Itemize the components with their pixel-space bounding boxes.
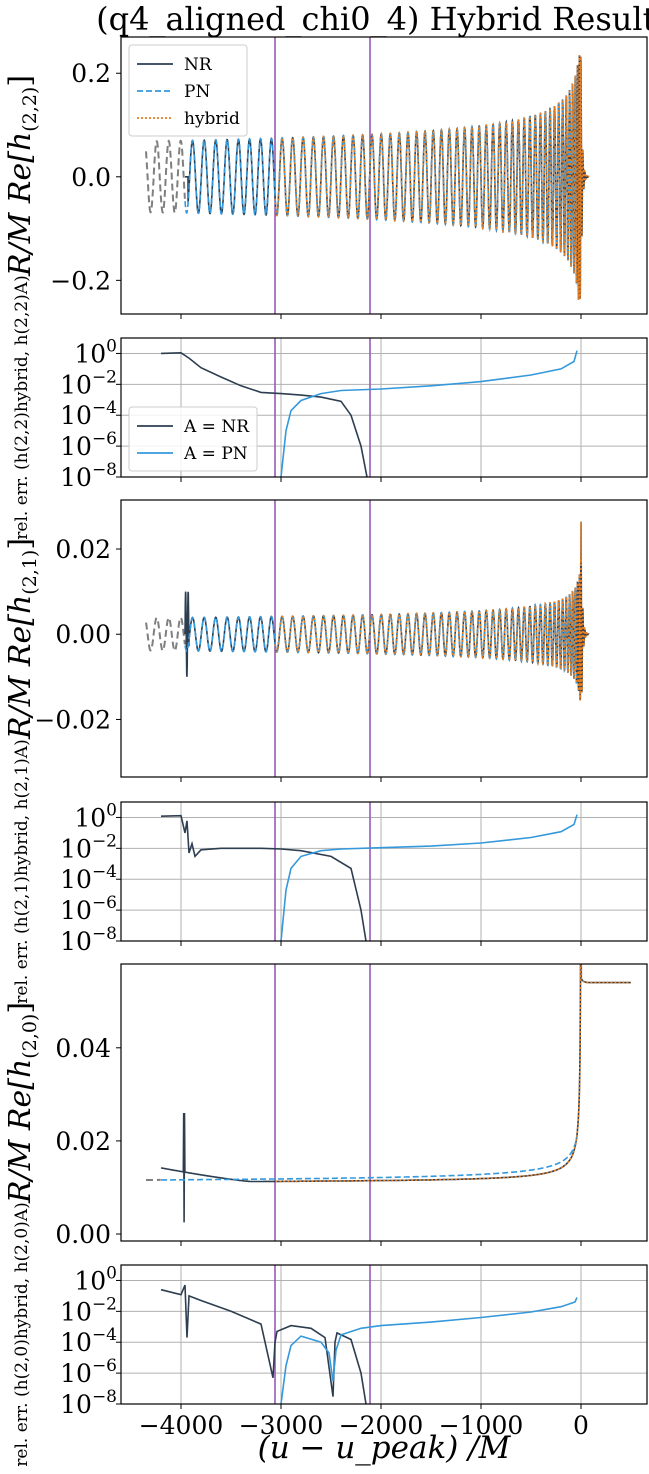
y-axis-label: R/M Re[h(2,0)] xyxy=(3,1002,41,1204)
x-tick-label: −1000 xyxy=(439,1411,524,1440)
y-tick-label: 10−2 xyxy=(60,1294,117,1326)
x-tick-label: −2000 xyxy=(339,1411,424,1440)
y-tick-label: 10−2 xyxy=(60,831,117,863)
y-tick-label: 0.2 xyxy=(71,59,111,88)
panels: −0.20.00.2R/M Re[h(2,2)]NRPNhybrid10010−… xyxy=(3,36,648,1467)
y-tick-label: 0.0 xyxy=(71,163,111,192)
x-tick-label: −3000 xyxy=(239,1411,324,1440)
y-tick-label: 10−6 xyxy=(60,893,117,925)
x-axis-label: (u − u_peak) /M xyxy=(258,1430,512,1466)
y-tick-label: 10−8 xyxy=(60,924,117,956)
series-a-nr xyxy=(160,351,368,477)
y-tick-label: −0.2 xyxy=(50,266,111,295)
series-pn xyxy=(161,1136,578,1181)
legend-label: NR xyxy=(184,55,213,75)
y-tick-label: 100 xyxy=(74,800,117,832)
y-tick-label: 100 xyxy=(74,1263,117,1295)
y-axis-label: R/M Re[h(2,2)] xyxy=(3,75,41,277)
series-pn xyxy=(184,75,578,285)
x-tick-label: −4000 xyxy=(139,1411,224,1440)
series-hybrid xyxy=(274,521,590,701)
legend-label: hybrid xyxy=(184,109,240,129)
y-tick-label: 0.00 xyxy=(55,1220,111,1249)
legend-box xyxy=(128,406,258,472)
panel-data xyxy=(146,964,631,1223)
y-tick-label: 10−4 xyxy=(60,862,117,894)
legend-label: A = NR xyxy=(183,417,250,437)
panel-data xyxy=(160,1284,578,1404)
series-pn-prehybrid xyxy=(145,139,186,214)
y-tick-label: 10−6 xyxy=(60,1356,117,1388)
axes-frame xyxy=(120,963,648,1242)
y-tick-label: 10−2 xyxy=(60,367,117,399)
series-a-pn xyxy=(280,814,578,941)
y-tick-label: 0.04 xyxy=(55,1034,111,1063)
axes-frame xyxy=(120,36,648,315)
y-tick-label: 100 xyxy=(74,336,117,368)
y-axis-label: rel. err. (h(2,1)hybrid, h(2,1)A) xyxy=(12,739,32,1003)
legend-label: A = PN xyxy=(183,444,248,464)
y-tick-label: 10−8 xyxy=(60,1387,117,1419)
y-tick-label: 0.00 xyxy=(55,620,111,649)
legend-box xyxy=(128,44,248,137)
axes-frame xyxy=(120,1264,648,1405)
axes-frame xyxy=(120,499,648,778)
y-tick-label: 0.02 xyxy=(55,535,111,564)
legend: A = NR A = PN xyxy=(128,406,258,472)
panel-data xyxy=(160,814,578,941)
series-a-pn xyxy=(280,1297,578,1404)
panel-h21: −0.02 0.00 0.02 R/M Re[h(2,1)] xyxy=(3,499,648,782)
y-tick-label: 10−4 xyxy=(60,398,117,430)
y-tick-label: 10−6 xyxy=(60,429,117,461)
y-tick-label: 10−8 xyxy=(60,460,117,492)
y-tick-label: 10−4 xyxy=(60,1325,117,1357)
axes-frame xyxy=(120,337,648,478)
x-tick-label: 0 xyxy=(573,1411,589,1440)
panel-data xyxy=(145,521,590,701)
panel-data xyxy=(145,55,590,300)
series-a-nr xyxy=(160,814,367,941)
axes-frame xyxy=(120,801,648,942)
y-axis-label: R/M Re[h(2,1)] xyxy=(3,538,41,740)
y-tick-label: −0.02 xyxy=(34,705,111,734)
series-a-nr xyxy=(160,1284,367,1404)
series-a-pn xyxy=(280,350,578,477)
y-tick-label: 0.02 xyxy=(55,1127,111,1156)
panel-err20: −4000 −3000 −2000 −1000 0 10010−210−410−610−8… xyxy=(12,1202,648,1467)
panel-h20: 0.00 0.02 0.04 R/M Re[h(2,0)] xyxy=(3,963,648,1249)
series-hybrid xyxy=(274,55,590,300)
y-axis-label: rel. err. (h(2,2)hybrid, h(2,2)A) xyxy=(12,275,32,539)
series-pn-prehybrid xyxy=(145,616,186,652)
legend-label: PN xyxy=(184,82,210,102)
legend: NR PN hybrid xyxy=(128,44,248,137)
panel-h22: −0.2 0.0 0.2 R/M Re[h(2,2)] NR PN hybrid xyxy=(3,36,648,319)
panel-data xyxy=(160,350,578,477)
y-axis-label: rel. err. (h(2,0)hybrid, h(2,0)A) xyxy=(12,1202,32,1466)
figure-title: (q4_aligned_chi0_4) Hybrid Results xyxy=(96,0,649,38)
